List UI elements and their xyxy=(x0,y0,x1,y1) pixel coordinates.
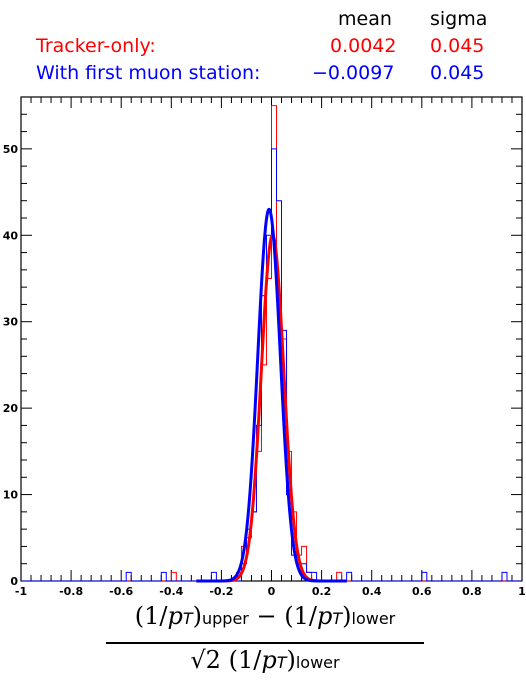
xlabel-lower1: lower xyxy=(351,609,396,628)
histogram-bin xyxy=(502,572,507,581)
legend: mean sigma Tracker-only: 0.0042 0.045 Wi… xyxy=(0,0,526,90)
xlabel-p1: p xyxy=(167,602,183,630)
histogram-bin xyxy=(261,365,266,581)
xlabel-upper: upper xyxy=(202,609,249,628)
xlabel-T2: T xyxy=(332,609,343,628)
x-tick-label: -0.2 xyxy=(209,585,233,598)
x-axis-label-denominator: √2 (1/pT)lower xyxy=(100,646,430,674)
y-tick-label: 20 xyxy=(3,402,19,415)
x-axis-label-numerator: (1/pT)upper − (1/pT)lower xyxy=(100,602,430,630)
histogram-bin xyxy=(422,572,427,581)
legend-label-tracker-only: Tracker-only: xyxy=(36,35,156,57)
x-tick-label: -1 xyxy=(15,585,27,598)
xlabel-p2: p xyxy=(316,602,333,630)
legend-mean-tracker-only: 0.0042 xyxy=(330,35,397,57)
histogram-bin xyxy=(347,572,352,581)
histogram-chart: -1 -0.8 -0.6 -0.4 -0.2 0 0.2 0.4 0.6 0.8 101020304… xyxy=(3,96,526,598)
xlabel-p3: p xyxy=(261,646,277,674)
legend-sigma-muon-station: 0.045 xyxy=(430,62,485,84)
legend-header-mean: mean xyxy=(338,8,392,30)
legend-header-sigma: sigma xyxy=(430,8,488,30)
x-axis-label: (1/pT)upper − (1/pT)lower √2 (1/pT)lower xyxy=(100,602,430,692)
histogram-bin xyxy=(266,279,271,582)
x-tick-label: -0.4 xyxy=(159,585,183,598)
y-tick-label: 40 xyxy=(3,229,19,242)
x-tick-label: 0.2 xyxy=(312,585,332,598)
y-tick-label: 0 xyxy=(10,575,18,588)
histogram-bin xyxy=(272,106,277,581)
y-tick-label: 10 xyxy=(3,489,19,502)
y-tick-label: 30 xyxy=(3,316,19,329)
x-tick-label: -0.6 xyxy=(109,585,133,598)
fraction-bar xyxy=(106,642,424,644)
histogram-bin xyxy=(126,572,131,581)
y-tick-label: 50 xyxy=(3,143,19,156)
gaussian-fit-series-0 xyxy=(196,233,347,583)
histogram-bin xyxy=(171,572,176,581)
xlabel-den-open: √2 (1/ xyxy=(190,646,262,674)
x-tick-label: 0 xyxy=(268,585,276,598)
xlabel-num-open: (1/ xyxy=(134,602,168,630)
x-tick-label: 0.4 xyxy=(362,585,382,598)
gaussian-fit-series-1 xyxy=(196,207,347,583)
histogram-bin xyxy=(256,451,261,581)
x-tick-label: -0.8 xyxy=(59,585,83,598)
legend-sigma-tracker-only: 0.045 xyxy=(430,35,485,57)
legend-mean-muon-station: −0.0097 xyxy=(312,62,395,84)
xlabel-T1: T xyxy=(182,609,193,628)
xlabel-minus: − (1/ xyxy=(248,602,317,630)
x-tick-label: 0.6 xyxy=(412,585,432,598)
xlabel-num-close2: ) xyxy=(342,602,352,630)
xlabel-den-close: ) xyxy=(286,646,296,674)
histogram-bin xyxy=(161,572,166,581)
xlabel-T3: T xyxy=(276,653,287,672)
legend-label-muon-station: With first muon station: xyxy=(36,62,261,84)
xlabel-num-close1: ) xyxy=(192,602,202,630)
x-tick-label: 1 xyxy=(518,585,526,598)
xlabel-lower2: lower xyxy=(295,653,340,672)
x-tick-label: 0.8 xyxy=(462,585,482,598)
